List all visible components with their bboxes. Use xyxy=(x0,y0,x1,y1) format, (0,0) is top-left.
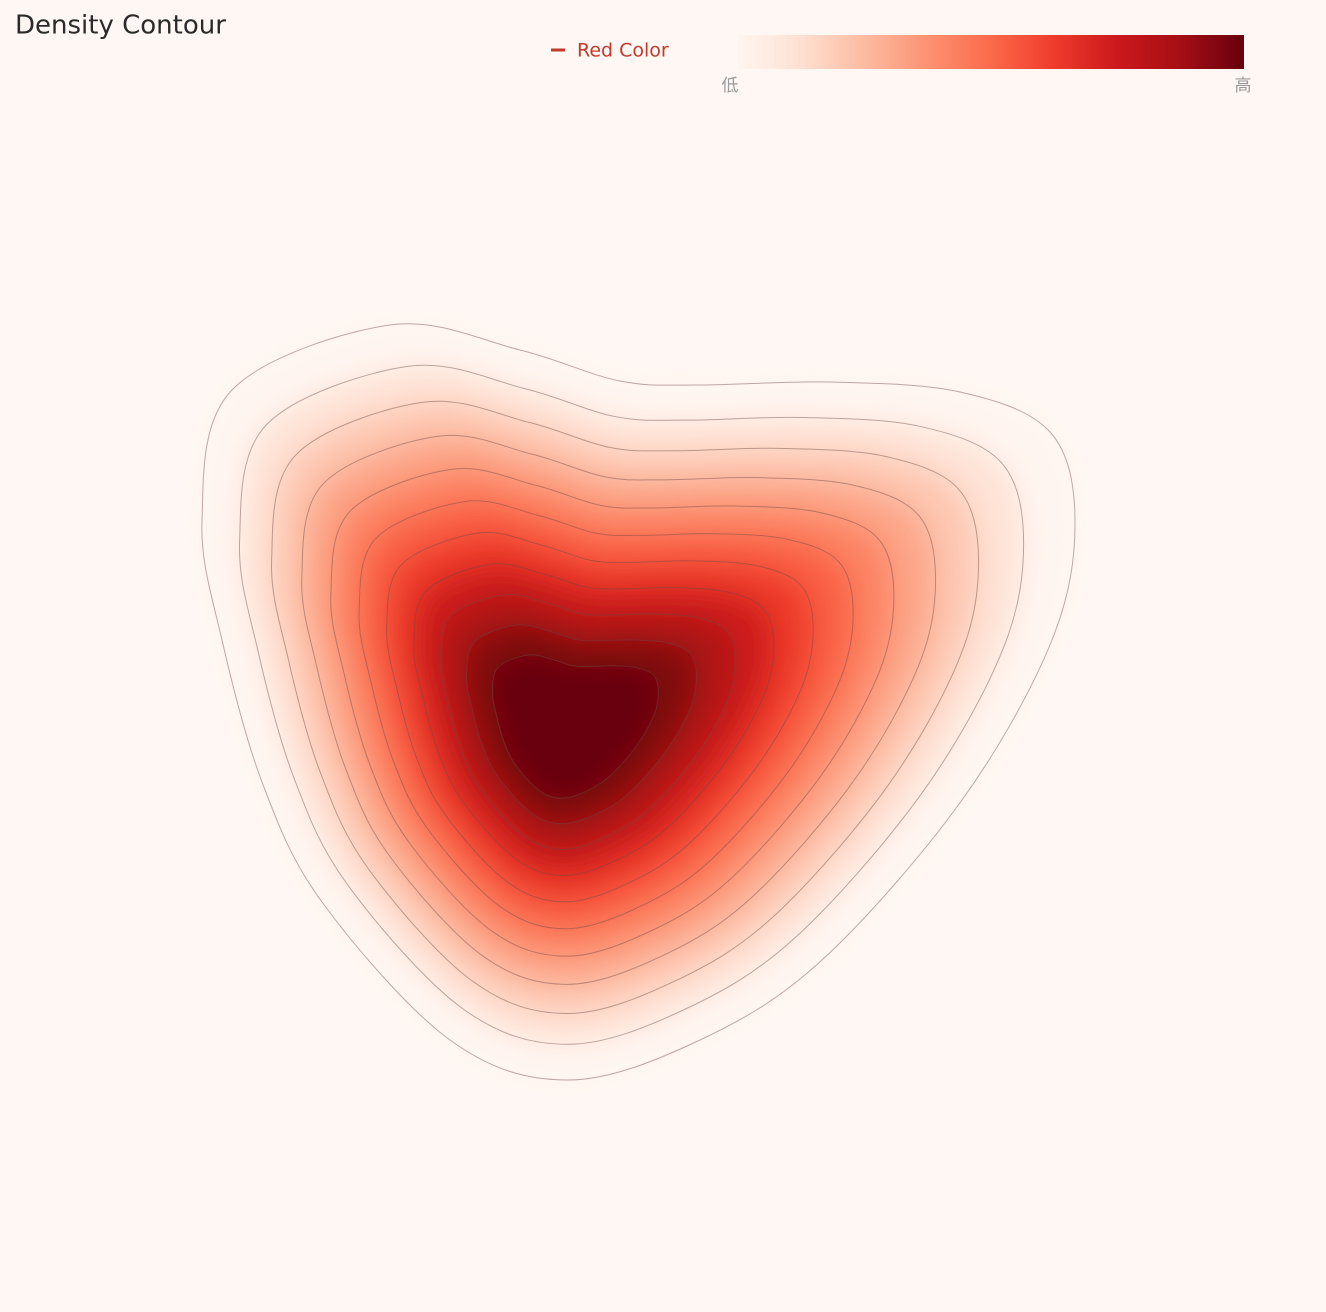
colorbar xyxy=(738,35,1244,69)
contour-line xyxy=(201,323,1076,1081)
contour-line xyxy=(238,364,1025,1045)
colorbar-label: 高 xyxy=(1235,76,1252,96)
contour-line xyxy=(413,563,775,876)
density-band xyxy=(492,654,659,799)
legend-label: Red Color xyxy=(577,40,669,62)
contour-lines xyxy=(201,323,1076,1081)
contour-line xyxy=(386,531,814,903)
contour-line xyxy=(466,624,697,825)
legend: Red Color xyxy=(551,40,669,62)
chart-title: Density Contour xyxy=(15,11,226,41)
colorbar-label: 低 xyxy=(722,76,739,96)
contour-line xyxy=(491,654,659,799)
plot-area xyxy=(201,323,1076,1081)
contour-line xyxy=(439,593,736,850)
contour-line xyxy=(301,434,937,985)
contour-line xyxy=(271,400,980,1015)
contour-line xyxy=(330,468,895,957)
contour-line xyxy=(358,500,854,930)
density-fill xyxy=(201,323,1076,1080)
